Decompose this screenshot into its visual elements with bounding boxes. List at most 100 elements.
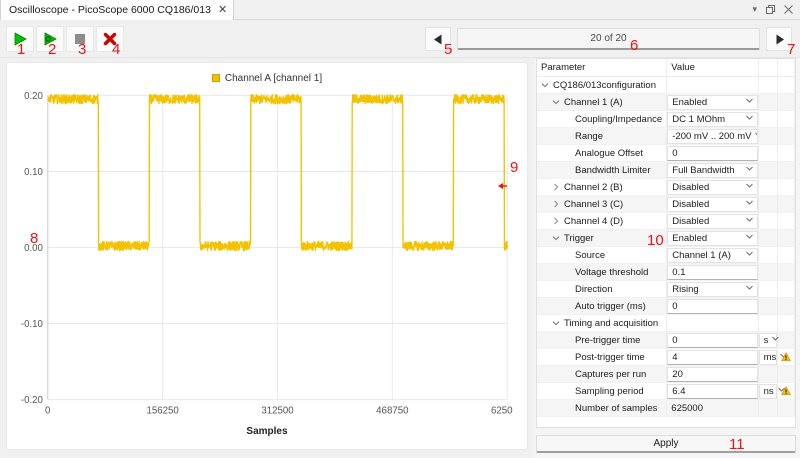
previous-capture-button[interactable] [425, 27, 451, 51]
property-unit-cell [758, 212, 779, 230]
property-row: Channel 4 (D) Disabled [537, 212, 795, 230]
property-status-cell [777, 297, 795, 315]
property-name-cell: Coupling/Impedance [537, 110, 668, 128]
property-value-cell[interactable]: Disabled [666, 212, 759, 230]
value-dropdown[interactable]: Full Bandwidth [667, 162, 758, 178]
chevron-right-icon[interactable] [551, 200, 561, 208]
abort-button[interactable] [96, 25, 124, 52]
property-unit-cell [758, 110, 779, 128]
value-dropdown[interactable]: Disabled [667, 179, 758, 195]
value-text: Disabled [672, 198, 710, 210]
header-unit [758, 59, 779, 77]
property-value-cell[interactable]: DC 1 MOhm [666, 110, 759, 128]
property-unit-cell [758, 76, 779, 94]
property-value-cell[interactable]: -200 mV .. 200 mV [666, 127, 759, 145]
chevron-down-icon[interactable] [551, 98, 561, 106]
value-text: DC 1 MOhm [672, 113, 726, 125]
y-tick-label: -0.20 [21, 395, 43, 406]
property-unit-cell [758, 93, 779, 111]
warning-icon[interactable] [778, 383, 794, 399]
unit-dropdown[interactable]: ns [758, 383, 785, 399]
value-input[interactable]: 4 [667, 349, 758, 365]
property-value-cell[interactable]: 0.1 [666, 263, 759, 281]
value-input[interactable]: 0 [667, 332, 758, 348]
chevron-down-icon [745, 181, 754, 193]
property-value-cell[interactable]: Disabled [666, 195, 759, 213]
unit-text: s [763, 334, 769, 346]
property-name-cell: Analogue Offset [537, 144, 668, 162]
apply-button[interactable]: Apply [536, 435, 796, 453]
value-empty [667, 77, 757, 93]
chevron-down-icon[interactable] [551, 319, 561, 327]
waveform-plot[interactable]: -0.20 -0.10 0.00 0.10 0.20 0 156250 312500 46875… [9, 89, 513, 425]
y-tick-label: 0.00 [24, 243, 43, 254]
property-value-cell[interactable]: 0 [666, 331, 759, 349]
run-button[interactable] [6, 25, 34, 52]
value-dropdown[interactable]: Channel 1 (A) [667, 247, 758, 263]
run-with-settings-button[interactable] [36, 25, 64, 52]
unit-dropdown[interactable]: ms [758, 349, 788, 365]
value-input[interactable]: 6.4 [667, 383, 758, 399]
capture-slider[interactable]: 20 of 20 [457, 28, 760, 50]
value-dropdown[interactable]: Enabled [667, 230, 758, 246]
property-value-cell[interactable]: Full Bandwidth [666, 161, 759, 179]
chevron-right-icon[interactable] [551, 217, 561, 225]
property-row: Coupling/Impedance DC 1 MOhm [537, 110, 795, 128]
y-tick-label: 0.20 [24, 91, 43, 102]
property-unit-cell[interactable]: ns [758, 382, 785, 400]
unit-dropdown[interactable]: s [758, 332, 780, 348]
property-value-cell[interactable]: Disabled [666, 178, 759, 196]
property-row: Source Channel 1 (A) [537, 246, 795, 264]
value-dropdown[interactable]: Enabled [667, 94, 758, 110]
property-status-cell [777, 246, 795, 264]
chevron-down-icon[interactable] [540, 81, 550, 89]
chevron-right-icon[interactable] [551, 183, 561, 191]
value-text: Channel 1 (A) [672, 249, 731, 261]
value-dropdown[interactable]: Rising [667, 281, 758, 297]
property-unit-cell[interactable]: ms [758, 348, 788, 366]
property-label: Post-trigger time [575, 351, 645, 363]
property-value-cell[interactable]: Channel 1 (A) [666, 246, 759, 264]
property-row: Number of samples 625000 [537, 399, 795, 417]
property-value-cell[interactable]: Rising [666, 280, 759, 298]
property-value-cell[interactable]: Enabled [666, 229, 759, 247]
property-unit-cell[interactable]: s [758, 331, 780, 349]
property-row: Range -200 mV .. 200 mV [537, 127, 795, 145]
value-dropdown[interactable]: DC 1 MOhm [667, 111, 758, 127]
property-label: Channel 1 (A) [564, 96, 623, 108]
warning-icon[interactable] [778, 349, 794, 365]
value-input[interactable]: 0 [667, 145, 758, 161]
tab-oscilloscope[interactable]: Oscilloscope - PicoScope 6000 CQ186/013 … [0, 0, 235, 20]
property-name-cell: Timing and acquisition [537, 314, 668, 332]
property-name-cell: Sampling period [537, 382, 668, 400]
value-dropdown[interactable]: Disabled [667, 213, 758, 229]
chevron-down-icon [745, 283, 754, 295]
property-row: Voltage threshold 0.1 [537, 263, 795, 281]
value-input[interactable]: 0.1 [667, 264, 758, 280]
restore-window-icon[interactable] [766, 5, 775, 14]
property-label: Voltage threshold [575, 266, 649, 278]
chevron-down-icon[interactable]: ▾ [752, 4, 757, 14]
value-dropdown[interactable]: -200 mV .. 200 mV [667, 128, 758, 144]
close-icon[interactable]: ✕ [217, 3, 228, 16]
chevron-down-icon[interactable] [551, 234, 561, 242]
property-name-cell: Auto trigger (ms) [537, 297, 668, 315]
stop-button[interactable] [66, 25, 94, 52]
value-text: 0.1 [672, 266, 686, 278]
property-value-cell[interactable]: 4 [666, 348, 759, 366]
plot-area[interactable]: -0.20 -0.10 0.00 0.10 0.20 0 156250 312500 46875… [9, 89, 513, 425]
property-unit-cell [758, 144, 779, 162]
property-value-cell[interactable]: 6.4 [666, 382, 759, 400]
property-value-cell[interactable]: 20 [666, 365, 759, 383]
property-value-cell[interactable]: 0 [666, 144, 759, 162]
property-value-cell[interactable]: 0 [666, 297, 759, 315]
next-capture-button[interactable] [766, 27, 792, 51]
value-dropdown[interactable]: Disabled [667, 196, 758, 212]
property-value-cell[interactable]: Enabled [666, 93, 759, 111]
close-window-icon[interactable] [784, 5, 793, 14]
property-unit-cell [758, 161, 779, 179]
property-row: Channel 3 (C) Disabled [537, 195, 795, 213]
value-input[interactable]: 0 [667, 298, 758, 314]
value-input[interactable]: 20 [667, 366, 758, 382]
property-unit-cell [758, 399, 779, 417]
